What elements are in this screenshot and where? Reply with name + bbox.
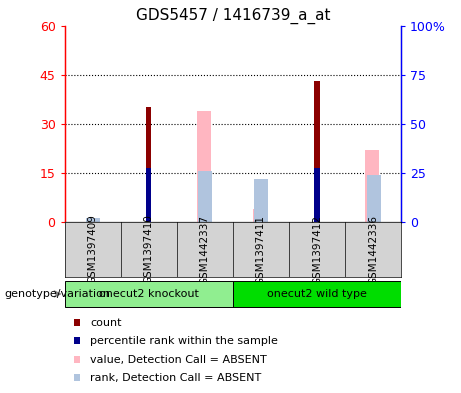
Text: rank, Detection Call = ABSENT: rank, Detection Call = ABSENT [90, 373, 261, 383]
Bar [254, 179, 268, 222]
Text: GSM1397411: GSM1397411 [256, 215, 266, 285]
Text: GSM1397409: GSM1397409 [88, 215, 98, 285]
Text: GSM1397410: GSM1397410 [144, 215, 154, 285]
Bar [366, 150, 379, 222]
Text: value, Detection Call = ABSENT: value, Detection Call = ABSENT [90, 354, 266, 365]
Text: onecut2 knockout: onecut2 knockout [99, 289, 199, 299]
Bar [314, 168, 320, 222]
Text: onecut2 wild type: onecut2 wild type [267, 289, 367, 299]
Text: genotype/variation: genotype/variation [5, 289, 111, 299]
Title: GDS5457 / 1416739_a_at: GDS5457 / 1416739_a_at [136, 8, 330, 24]
Text: count: count [90, 318, 121, 328]
Text: GSM1442336: GSM1442336 [368, 215, 378, 285]
Bar [146, 168, 152, 222]
Text: percentile rank within the sample: percentile rank within the sample [90, 336, 278, 346]
Bar [146, 107, 152, 222]
Bar [198, 171, 213, 222]
FancyBboxPatch shape [65, 281, 233, 307]
Bar [253, 209, 267, 222]
Bar [366, 175, 381, 222]
Bar [86, 218, 100, 222]
Bar [314, 81, 320, 222]
Bar [197, 111, 211, 222]
Text: GSM1397412: GSM1397412 [312, 215, 322, 285]
FancyBboxPatch shape [233, 281, 401, 307]
Text: GSM1442337: GSM1442337 [200, 215, 210, 285]
